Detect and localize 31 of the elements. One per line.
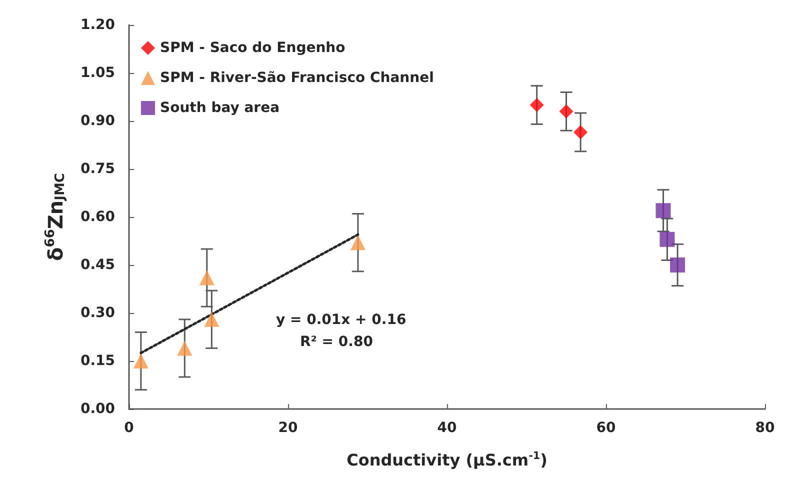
x-tick-label: 0 bbox=[124, 420, 134, 436]
x-tick-label: 80 bbox=[755, 420, 775, 436]
point bbox=[133, 354, 148, 368]
y-tick-label: 0.75 bbox=[80, 161, 115, 177]
annotation: y = 0.01x + 0.16 bbox=[276, 312, 406, 328]
y-tick-label: 1.05 bbox=[80, 65, 115, 81]
point bbox=[670, 258, 686, 272]
y-tick-label: 0.60 bbox=[80, 209, 116, 225]
y-tick-label: 0.00 bbox=[80, 401, 116, 417]
x-tick-label: 20 bbox=[278, 420, 298, 436]
y-tick-label: 0.15 bbox=[80, 353, 115, 369]
point bbox=[656, 203, 671, 218]
y-axis-title: δ66ZnJMC bbox=[43, 173, 68, 261]
x-tick-label: 40 bbox=[437, 420, 457, 436]
legend-label: South bay area bbox=[160, 100, 280, 116]
annotation: R² = 0.80 bbox=[300, 334, 374, 350]
point bbox=[574, 125, 588, 140]
point bbox=[204, 312, 220, 327]
legend-label: SPM - Saco do Engenho bbox=[160, 40, 346, 56]
y-tick-label: 1.20 bbox=[80, 17, 116, 33]
point bbox=[660, 232, 675, 247]
legend-label: SPM - River-São Francisco Channel bbox=[160, 70, 434, 86]
point bbox=[177, 340, 192, 356]
point bbox=[530, 98, 544, 112]
y-tick-label: 0.45 bbox=[80, 257, 115, 273]
y-tick-label: 0.30 bbox=[80, 305, 116, 321]
point bbox=[199, 270, 214, 286]
y-tick-label: 0.90 bbox=[80, 113, 116, 129]
point bbox=[559, 104, 574, 118]
x-tick-label: 60 bbox=[596, 420, 616, 436]
point bbox=[350, 235, 366, 250]
